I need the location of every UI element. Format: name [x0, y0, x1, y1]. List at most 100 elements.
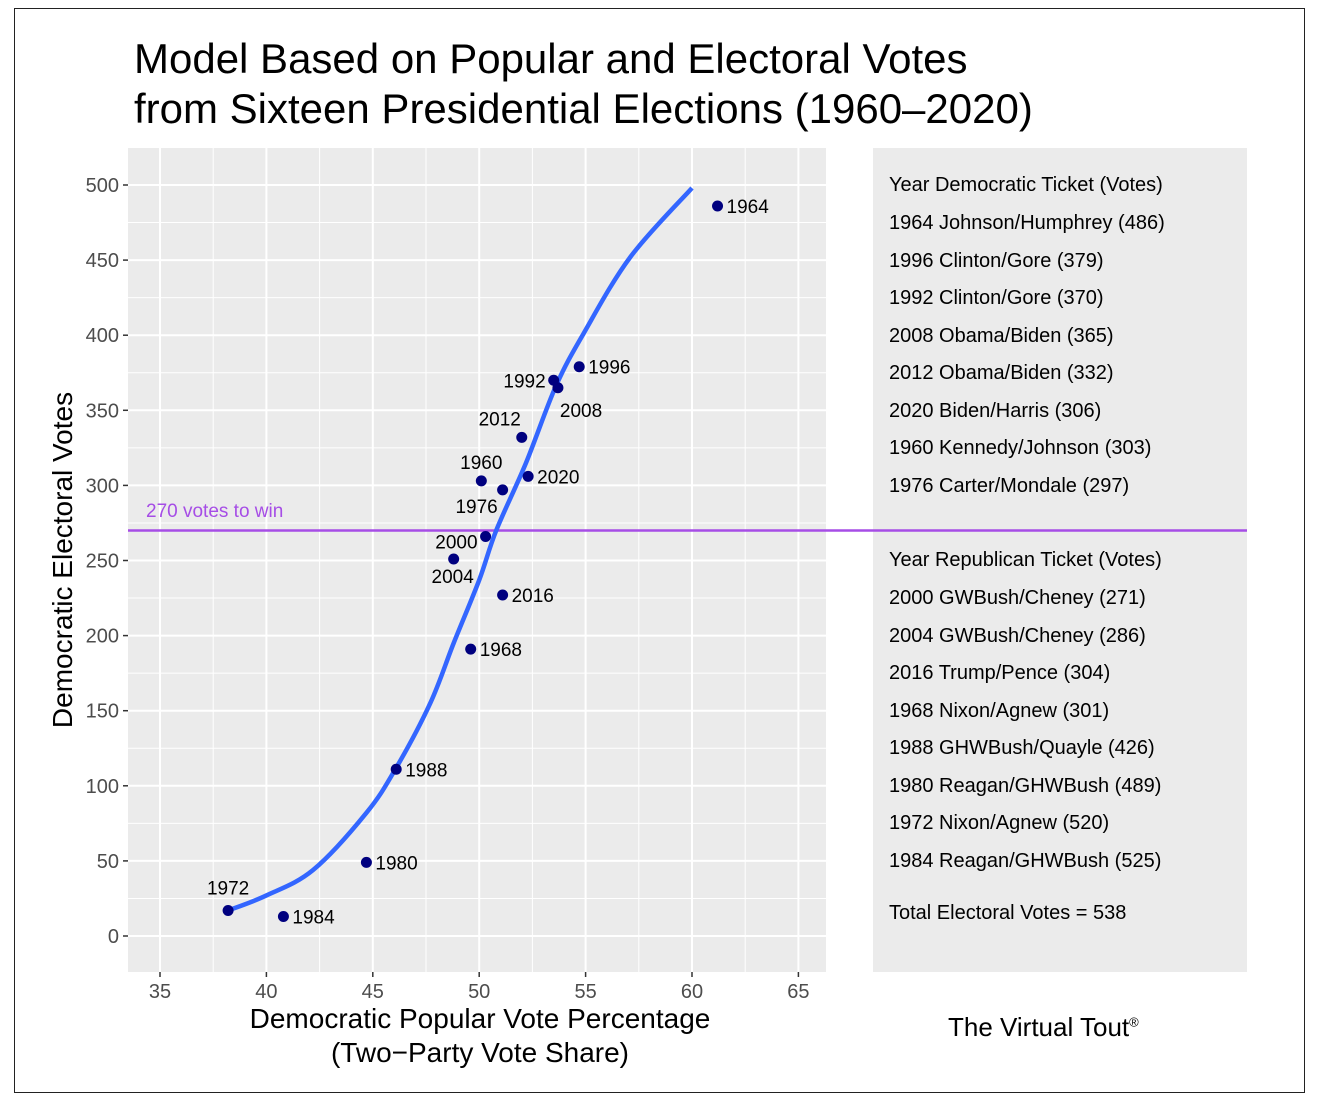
dem-legend-row: 1964 Johnson/Humphrey (486) — [889, 212, 1165, 234]
point-label: 1988 — [405, 760, 447, 781]
data-point-1984: 1984 — [277, 907, 335, 928]
data-point-1980: 1980 — [360, 853, 418, 874]
x-tick-label: 55 — [574, 981, 596, 1003]
brand-name: The Virtual Tout — [948, 1012, 1130, 1042]
data-point-2020: 2020 — [522, 467, 579, 488]
rep-legend-header: Year Republican Ticket (Votes) — [889, 549, 1162, 571]
data-point-1996: 1996 — [573, 358, 630, 379]
x-axis-label-line-2: (Two−Party Vote Share) — [330, 1037, 630, 1068]
point-label: 2004 — [432, 567, 475, 588]
brand-mark: ® — [1129, 1014, 1139, 1030]
dem-legend-row: 2020 Biden/Harris (306) — [889, 399, 1102, 422]
rep-legend-row: 2000 GWBush/Cheney (271) — [889, 587, 1146, 609]
point-label: 2000 — [435, 532, 477, 553]
dem-legend-row: 1976 Carter/Mondale (297) — [889, 474, 1130, 497]
dem-legend-row: 1996 Clinton/Gore (379) — [889, 249, 1104, 272]
y-axis-label: Democratic Electoral Votes — [47, 392, 78, 728]
y-tick-label: 400 — [86, 325, 119, 347]
point-marker — [516, 431, 528, 443]
x-tick-label: 60 — [681, 981, 703, 1003]
point-marker — [497, 589, 509, 601]
point-marker — [552, 382, 564, 394]
point-marker — [522, 470, 534, 482]
data-point-1972: 1972 — [207, 878, 249, 916]
total-electoral-votes: Total Electoral Votes = 538 — [889, 902, 1127, 924]
point-marker — [480, 530, 492, 542]
data-point-1976: 1976 — [455, 484, 509, 518]
point-label: 1992 — [503, 371, 545, 392]
x-axis-label: Democratic Popular Vote Percentage (Two−… — [128, 1002, 832, 1070]
x-tick-label: 40 — [255, 981, 277, 1003]
rep-legend-row: 1968 Nixon/Agnew (301) — [889, 699, 1110, 722]
point-label: 1980 — [375, 853, 417, 874]
rep-legend-row: 1980 Reagan/GHWBush (489) — [889, 774, 1162, 797]
x-tick-label: 50 — [468, 981, 490, 1003]
dem-legend-row: 1992 Clinton/Gore (370) — [889, 287, 1104, 309]
gridlines — [106, 148, 826, 975]
point-label: 2016 — [512, 586, 554, 607]
y-tick-label: 300 — [86, 475, 119, 497]
point-label: 1972 — [207, 878, 249, 899]
point-marker — [448, 553, 460, 565]
point-marker — [465, 643, 477, 655]
point-marker — [497, 484, 509, 496]
threshold-label: 270 votes to win — [146, 501, 283, 522]
point-marker — [712, 200, 724, 212]
y-tick-label: 150 — [86, 701, 119, 723]
y-tick-label: 450 — [86, 250, 119, 272]
dem-legend-row: 1960 Kennedy/Johnson (303) — [889, 437, 1152, 459]
axis-ticks: 35 40 45 50 55 60 65 0 50 100 150 200 250 300 350 400 45… — [86, 175, 810, 1003]
x-tick-label: 35 — [149, 981, 171, 1003]
data-point-2016: 2016 — [497, 586, 554, 607]
dem-legend-header: Year Democratic Ticket (Votes) — [889, 174, 1163, 196]
rep-legend-row: 1988 GHWBush/Quayle (426) — [889, 737, 1155, 759]
y-tick-label: 200 — [86, 626, 119, 648]
data-point-1988: 1988 — [390, 760, 447, 781]
point-label: 2012 — [479, 409, 521, 430]
data-point-1968: 1968 — [465, 640, 522, 661]
point-label: 2008 — [560, 401, 602, 422]
point-label: 1976 — [455, 497, 497, 518]
y-tick-label: 350 — [86, 400, 119, 422]
y-tick-label: 50 — [97, 851, 119, 873]
rep-legend-row: 1984 Reagan/GHWBush (525) — [889, 849, 1162, 872]
point-marker — [277, 910, 289, 922]
data-point-2012: 2012 — [479, 409, 528, 443]
point-label: 1964 — [727, 197, 770, 218]
point-label: 2020 — [537, 467, 579, 488]
brand-logo: The Virtual Tout® — [948, 1012, 1139, 1043]
y-tick-label: 100 — [86, 776, 119, 798]
point-label: 1984 — [292, 907, 335, 928]
y-tick-label: 250 — [86, 551, 119, 573]
title-line-1: Model Based on Popular and Electoral Vot… — [134, 35, 968, 82]
data-point-2000: 2000 — [435, 530, 492, 553]
title-line-2: from Sixteen Presidential Elections (196… — [134, 85, 1033, 132]
x-tick-label: 45 — [362, 981, 384, 1003]
data-point-2008: 2008 — [552, 382, 602, 422]
point-marker — [475, 475, 487, 487]
dem-legend-row: 2012 Obama/Biden (332) — [889, 362, 1114, 384]
legend-panel: Year Democratic Ticket (Votes) 1964 Johns… — [873, 148, 1247, 972]
data-point-1960: 1960 — [460, 453, 502, 487]
data-point-1964: 1964 — [712, 197, 769, 218]
rep-legend-row: 2016 Trump/Pence (304) — [889, 662, 1111, 684]
chart-title: Model Based on Popular and Electoral Vot… — [134, 34, 1033, 134]
data-points: 1964 1996 1992 2008 2012 2020 1960 1976 2000 2004… — [207, 197, 769, 928]
point-label: 1996 — [588, 358, 630, 379]
rep-legend-row: 2004 GWBush/Cheney (286) — [889, 624, 1146, 647]
point-label: 1960 — [460, 453, 502, 474]
data-point-2004: 2004 — [432, 553, 475, 588]
x-axis-label-line-1: Democratic Popular Vote Percentage — [249, 1003, 711, 1034]
y-tick-label: 500 — [86, 175, 119, 197]
rep-legend-row: 1972 Nixon/Agnew (520) — [889, 812, 1110, 834]
chart-frame — [14, 8, 1305, 1093]
x-tick-label: 65 — [787, 981, 809, 1003]
point-marker — [360, 856, 372, 868]
point-marker — [390, 763, 402, 775]
dem-legend-row: 2008 Obama/Biden (365) — [889, 324, 1114, 347]
fit-curve — [227, 186, 694, 913]
point-label: 1968 — [480, 640, 522, 661]
y-tick-label: 0 — [108, 926, 119, 948]
